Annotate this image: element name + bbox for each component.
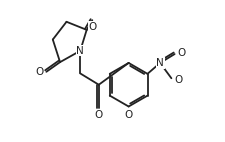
Text: O: O (35, 67, 43, 77)
Text: O: O (95, 110, 103, 120)
Text: O: O (174, 75, 182, 84)
Text: O: O (88, 22, 97, 32)
Text: O: O (124, 110, 133, 120)
Text: N: N (76, 46, 84, 56)
Text: N: N (156, 58, 164, 68)
Text: O: O (177, 48, 186, 58)
